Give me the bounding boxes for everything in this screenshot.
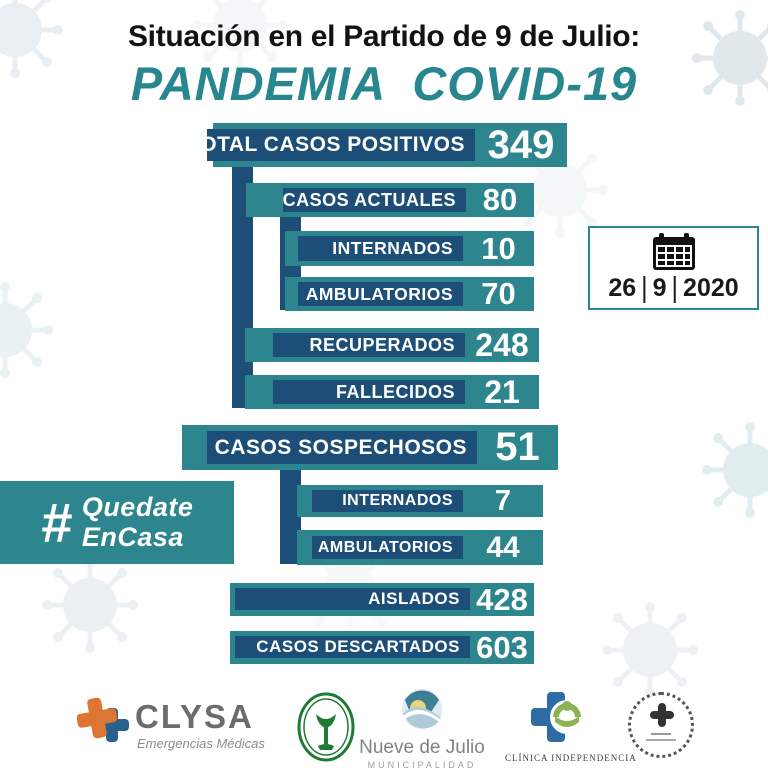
page-subtitle: PANDEMIA COVID-19 [130, 57, 638, 110]
stat-label: AMBULATORIOS [305, 283, 453, 304]
virus-icon [702, 422, 768, 518]
stat-label: INTERNADOS [332, 238, 453, 258]
hashtag-line1: Quedate [81, 492, 194, 523]
stat-value: 349 [487, 122, 555, 167]
clinic-name: CLÍNICA INDEPENDENCIA [505, 753, 637, 763]
stat-row-recuperados: RECUPERADOS 248 [245, 326, 539, 363]
hashtag-icon: # [40, 490, 72, 554]
date-box: 26 | 9 | 2020 [588, 226, 759, 310]
stat-label: CASOS DESCARTADOS [256, 637, 460, 656]
stat-label-plate: TOTAL CASOS POSITIVOS [187, 129, 475, 161]
stat-row-internados-actuales: INTERNADOS 10 [285, 231, 534, 266]
municipality-subtitle: MUNICIPALIDAD [367, 760, 477, 768]
stat-value: 70 [481, 276, 516, 311]
clinica-independencia-logo: CLÍNICA INDEPENDENCIA [505, 692, 637, 764]
stamp-cross-icon [650, 703, 674, 727]
virus-icon [0, 282, 53, 378]
pharmacy-cup-seal-icon [296, 692, 356, 762]
date-day: 26 [608, 274, 637, 302]
sun-wave-circle-icon [402, 689, 442, 729]
hashtag-text: Quedate EnCasa [82, 493, 194, 551]
date-separator: | [641, 271, 648, 305]
calendar-icon [652, 233, 695, 270]
quedate-en-casa-banner: # Quedate EnCasa [0, 481, 234, 564]
clysa-blue-cross-icon [95, 708, 129, 742]
stat-label-plate: FALLECIDOS [273, 380, 465, 404]
clysa-orange-cross-icon [74, 695, 120, 741]
stat-value: 428 [476, 581, 528, 617]
stat-label: CASOS SOSPECHOSOS [214, 435, 467, 459]
hashtag-line2: EnCasa [81, 521, 184, 552]
stat-row-aislados: AISLADOS 428 [230, 581, 534, 617]
stat-label: FALLECIDOS [335, 381, 455, 402]
virus-icon [42, 557, 138, 653]
stat-label: AMBULATORIOS [317, 538, 453, 556]
clysa-logo: CLYSA Emergencias Médicas [75, 696, 270, 758]
stat-row-ambulatorios-actuales: AMBULATORIOS 70 [285, 276, 534, 311]
municipality-logo: Nueve de Julio MUNICIPALIDAD [352, 688, 492, 768]
stat-label-plate: AMBULATORIOS [298, 282, 463, 306]
connector-sospechosos-children [280, 456, 301, 564]
virus-icon [602, 602, 698, 698]
cross-person-icon [531, 692, 584, 742]
stat-label: INTERNADOS [342, 492, 453, 509]
stat-value: 7 [494, 484, 512, 517]
stat-value: 603 [476, 629, 528, 665]
stat-label: AISLADOS [368, 589, 460, 608]
stat-label-plate: CASOS SOSPECHOSOS [207, 431, 477, 464]
municipality-name: Nueve de Julio [359, 737, 485, 758]
stat-label: CASOS ACTUALES [282, 189, 456, 210]
stat-value: 21 [484, 373, 520, 410]
stat-row-casos-sospechosos: CASOS SOSPECHOSOS 51 [182, 425, 558, 470]
stamp-illegible-text-line [651, 733, 671, 735]
stat-label-plate: AISLADOS [235, 588, 470, 610]
footer-logos: CLYSA Emergencias Médicas Nueve de Julio… [0, 686, 768, 768]
stat-value: 44 [486, 530, 520, 564]
stat-row-total-casos-positivos: TOTAL CASOS POSITIVOS 349 [187, 122, 567, 167]
stat-label: RECUPERADOS [309, 334, 455, 355]
clysa-name: CLYSA [135, 698, 254, 735]
stat-label-plate: INTERNADOS [298, 236, 463, 261]
stamp-illegible-text-line [646, 739, 676, 741]
stat-row-casos-actuales: CASOS ACTUALES 80 [246, 182, 534, 217]
stat-label-plate: INTERNADOS [312, 490, 463, 512]
date-display: 26 | 9 | 2020 [608, 271, 739, 305]
stat-value: 80 [482, 182, 518, 217]
stat-row-ambulatorios-sospechosos: AMBULATORIOS 44 [297, 530, 543, 565]
stat-value: 248 [475, 326, 529, 363]
stat-value: 10 [481, 230, 516, 266]
stat-label-plate: RECUPERADOS [273, 333, 465, 357]
date-separator: | [671, 271, 679, 305]
stat-row-fallecidos: FALLECIDOS 21 [245, 373, 539, 410]
stat-label: TOTAL CASOS POSITIVOS [187, 133, 465, 156]
clysa-tagline: Emergencias Médicas [137, 736, 265, 751]
page-title: Situación en el Partido de 9 de Julio: [127, 20, 641, 53]
date-year: 2020 [683, 274, 739, 302]
stat-label-plate: CASOS ACTUALES [283, 188, 466, 212]
stat-label-plate: CASOS DESCARTADOS [235, 636, 470, 658]
round-stamp-cross-icon [628, 692, 694, 758]
stat-row-casos-descartados: CASOS DESCARTADOS 603 [230, 629, 534, 665]
stat-label-plate: AMBULATORIOS [312, 536, 463, 559]
stat-row-internados-sospechosos: INTERNADOS 7 [297, 485, 543, 517]
date-month: 9 [652, 274, 667, 302]
stat-value: 51 [495, 425, 540, 469]
